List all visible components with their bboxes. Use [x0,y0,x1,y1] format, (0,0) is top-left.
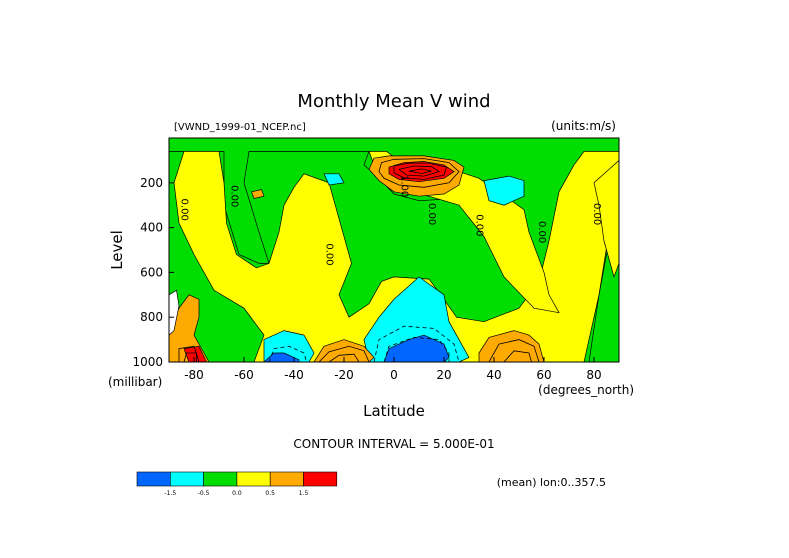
legend-swatch [136,471,171,487]
contour-region [169,289,180,336]
contour-value-label: 0.00 [324,243,335,265]
contour-line [398,165,440,177]
legend-label: 0.5 [265,490,275,497]
x-tick-label: 0 [390,368,398,382]
legend-label: -0.5 [198,490,210,497]
contour-line [178,345,200,362]
contour-region [169,294,210,362]
contour-fill-layer [169,138,619,362]
y-tick-label: 800 [140,310,163,324]
contour-line [408,168,432,174]
contour-line [183,352,197,362]
contour-line [373,325,460,362]
x-tick-label: -60 [234,368,254,382]
contour-value-label: 1.00 [399,175,410,197]
y-axis: 200 400 600 800 1000 [132,176,174,369]
chart-title: Monthly Mean V wind [297,91,490,112]
contour-region [593,159,619,279]
x-tick-label: -20 [334,368,354,382]
contour-region [313,339,375,362]
legend-swatch [236,471,271,487]
contour-value-label: 0.00 [426,203,437,225]
contour-value-label: 0.00 [536,221,547,243]
legend-label: 0.0 [232,490,242,497]
contour-region [483,175,525,206]
x-units-label: (degrees_north) [538,383,634,397]
x-tick-label: 60 [536,368,551,382]
legend-label: -1.5 [164,490,176,497]
contour-line [503,350,532,362]
mean-label: (mean) lon:0..357.5 [497,476,606,489]
x-tick-label: -80 [184,368,204,382]
x-tick-label: 20 [436,368,451,382]
contour-line [488,339,540,362]
legend-label: 1.5 [299,490,309,497]
contour-value-label: 0.00 [179,199,190,221]
x-axis-label: Latitude [363,402,425,420]
legend-swatch [303,471,338,487]
contour-line [383,336,450,362]
y-tick-label: 600 [140,265,163,279]
x-tick-label: 40 [486,368,501,382]
legend-swatch [170,471,204,487]
contour-label-layer: 0.00 0.00 1.00 0.00 0.00 0.00 0.00 0.00 [179,175,603,266]
contour-value-label: 0.00 [591,203,602,225]
contour-line [328,353,360,362]
y-tick-label: 200 [140,176,163,190]
contour-line [318,345,370,362]
contour-value-label: 0.00 [474,214,485,236]
x-tick-label: -40 [284,368,304,382]
y-axis-label: Level [108,230,126,270]
color-legend: -1.5 -0.5 0.0 0.5 1.5 [136,471,338,497]
x-tick-label: 80 [586,368,601,382]
legend-swatch [269,471,304,487]
x-axis: -80 -60 -40 -20 0 20 40 60 80 [184,357,602,382]
contour-region [263,352,300,362]
contour-region [183,345,207,362]
contour-line [378,158,460,188]
y-tick-label: 400 [140,221,163,235]
contour-region [363,276,470,362]
legend-swatch [203,471,238,487]
contour-region [251,189,265,199]
dataset-label: [VWND_1999-01_NCEP.nc] [174,122,306,133]
contour-value-label: 0.00 [229,185,240,207]
units-label: (units:m/s) [551,119,616,133]
contour-line [393,162,448,180]
contour-interval-label: CONTOUR INTERVAL = 5.000E-01 [293,437,494,451]
contour-region [173,151,619,362]
y-tick-label: 1000 [132,355,163,369]
contour-region [323,173,345,186]
contour-line [268,345,307,362]
contour-region [478,330,545,362]
contour-region [383,334,450,362]
contour-line-layer [178,158,540,362]
y-units-label: (millibar) [108,375,162,389]
